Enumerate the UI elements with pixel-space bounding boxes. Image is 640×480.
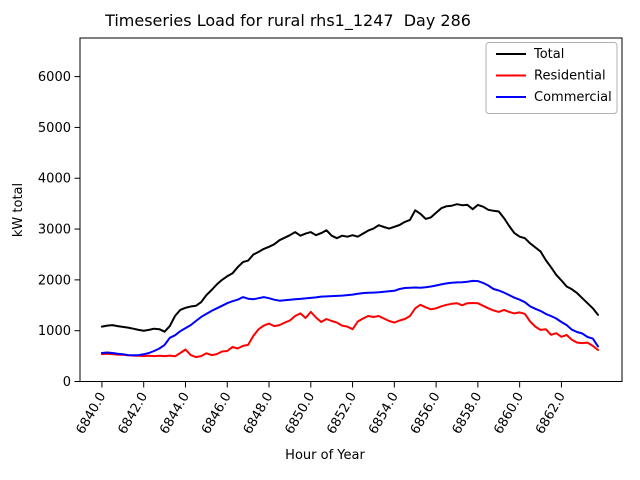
y-tick-label: 6000 [38, 70, 71, 85]
legend-entry-residential: Residential [534, 69, 606, 84]
x-tick-label: 6860.0 [491, 390, 527, 437]
series-line-total [100, 203, 599, 333]
y-axis-label: kW total [11, 183, 26, 237]
x-tick-label: 6844.0 [157, 390, 193, 437]
plot-frame [79, 37, 623, 382]
x-tick-label: 6858.0 [450, 390, 486, 437]
y-axis-ticks: 0 1000 2000 3000 4000 5000 6000 [38, 70, 80, 390]
x-tick-label: 6848.0 [241, 390, 277, 437]
x-tick-label: 6840.0 [74, 390, 110, 437]
legend: Total Residential Commercial [485, 42, 618, 114]
x-tick-label: 6850.0 [283, 390, 319, 437]
y-tick-label: 0 [63, 375, 71, 390]
x-tick-label: 6852.0 [324, 390, 360, 437]
legend-box [485, 42, 618, 114]
y-tick-label: 5000 [38, 121, 71, 136]
x-tick-label: 6854.0 [366, 390, 402, 437]
y-tick-label: 4000 [38, 172, 71, 187]
series-lines [100, 203, 599, 359]
x-tick-label: 6862.0 [533, 390, 569, 437]
chart-title: Timeseries Load for rural rhs1_1247 Day … [104, 11, 471, 31]
legend-entry-total: Total [533, 47, 564, 62]
x-axis-label: Hour of Year [285, 448, 365, 463]
series-line-commercial [100, 279, 599, 357]
series-line-residential [100, 302, 599, 359]
y-tick-label: 3000 [38, 223, 71, 238]
y-tick-label: 2000 [38, 273, 71, 288]
x-axis-ticks: 6840.0 6842.0 6844.0 6846.0 6848.0 6850.0 6852… [74, 382, 569, 437]
x-tick-label: 6842.0 [115, 390, 151, 437]
legend-entry-commercial: Commercial [534, 90, 612, 105]
x-tick-label: 6856.0 [408, 390, 444, 437]
y-tick-label: 1000 [38, 324, 71, 339]
x-tick-label: 6846.0 [199, 390, 235, 437]
